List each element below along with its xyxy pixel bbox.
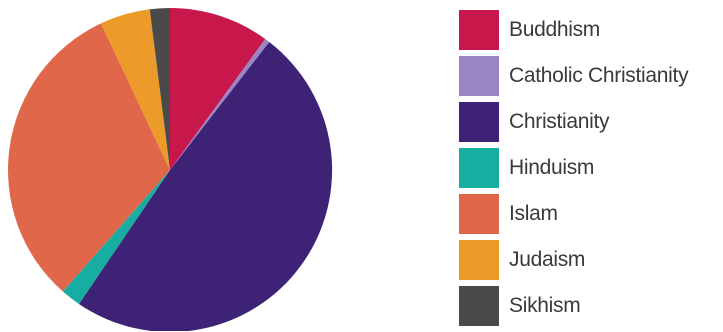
pie-slice-christianity xyxy=(78,41,333,331)
legend-item-catholic-christianity: Catholic Christianity xyxy=(459,56,723,102)
legend-label: Sikhism xyxy=(509,294,581,317)
legend-label: Buddhism xyxy=(509,18,600,41)
legend-item-judaism: Judaism xyxy=(459,240,723,286)
pie-slice-sikhism xyxy=(149,8,170,170)
pie-slice-islam xyxy=(8,23,170,292)
pie-slice-hinduism xyxy=(62,170,171,304)
legend-swatch xyxy=(459,56,499,96)
legend-swatch xyxy=(459,194,499,234)
legend-item-buddhism: Buddhism xyxy=(459,10,723,56)
legend-swatch xyxy=(459,10,499,50)
legend-item-islam: Islam xyxy=(459,194,723,240)
pie-chart xyxy=(8,8,333,331)
legend-label: Catholic Christianity xyxy=(509,64,689,87)
legend-swatch xyxy=(459,240,499,280)
legend-swatch xyxy=(459,148,499,188)
legend-item-sikhism: Sikhism xyxy=(459,286,723,332)
legend: Buddhism Catholic Christianity Christianit… xyxy=(459,10,723,332)
legend-label: Judaism xyxy=(509,248,586,271)
legend-label: Islam xyxy=(509,202,558,225)
legend-label: Hinduism xyxy=(509,156,595,179)
pie-slice-judaism xyxy=(101,9,170,171)
pie-slice-buddhism xyxy=(170,8,266,170)
legend-swatch xyxy=(459,286,499,326)
legend-swatch xyxy=(459,102,499,142)
legend-item-christianity: Christianity xyxy=(459,102,723,148)
pie-slice-catholic-christianity xyxy=(170,38,270,170)
legend-item-hinduism: Hinduism xyxy=(459,148,723,194)
legend-label: Christianity xyxy=(509,110,610,133)
